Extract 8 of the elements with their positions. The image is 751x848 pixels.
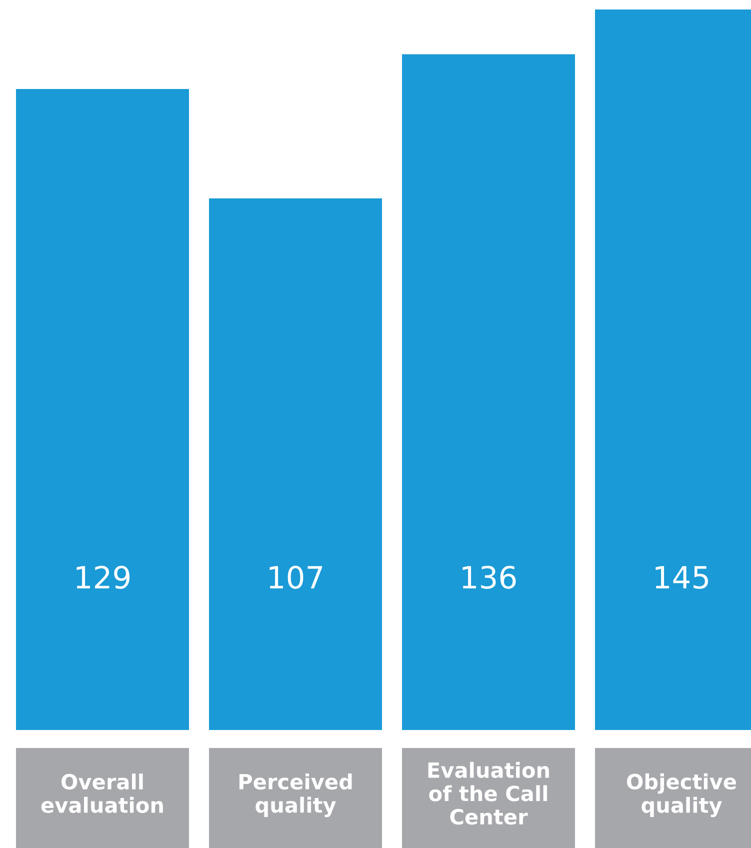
x-tick-label: Evaluation of the Call Center	[428, 762, 549, 825]
x-tick-label: Objective quality	[627, 773, 736, 818]
data-label: 107	[270, 566, 322, 589]
x-tick-label: Overall evaluation	[41, 774, 163, 813]
x-tick-label: Perceived quality	[239, 773, 352, 818]
data-label: 145	[656, 566, 708, 589]
data-label: 129	[76, 566, 130, 589]
data-label: 136	[462, 566, 516, 589]
